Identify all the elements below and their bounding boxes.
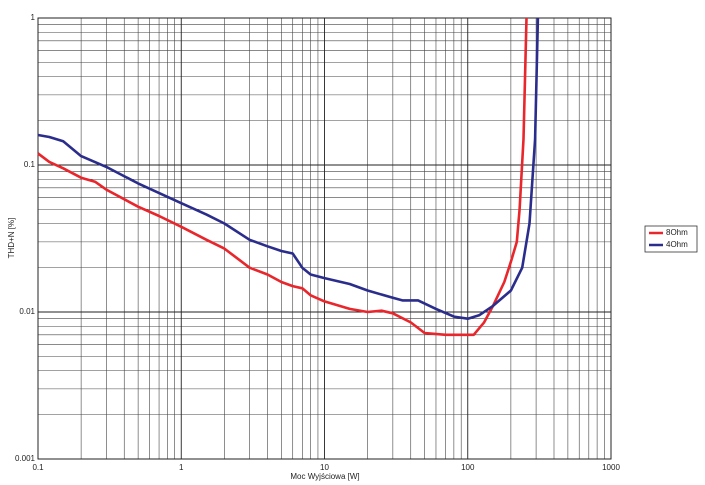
x-tick-label: 10 (320, 463, 329, 472)
x-tick-label: 1000 (602, 463, 620, 472)
legend-box (644, 225, 698, 253)
series-line (37, 17, 540, 320)
legend-label: 4Ohm (666, 240, 688, 249)
x-tick-label: 0.1 (32, 463, 44, 472)
x-tick-label: 100 (461, 463, 475, 472)
y-tick-label: 0.1 (24, 160, 36, 169)
y-tick-label: 1 (31, 13, 36, 22)
series-line (37, 17, 528, 337)
y-tick-label: 0.001 (15, 454, 36, 463)
y-axis-label: THD+N [%] (7, 218, 16, 259)
y-tick-label: 0.01 (19, 307, 35, 316)
legend-label: 8Ohm (666, 228, 688, 237)
x-tick-label: 1 (179, 463, 184, 472)
x-axis-label: Moc Wyjściowa [W] (290, 472, 359, 481)
